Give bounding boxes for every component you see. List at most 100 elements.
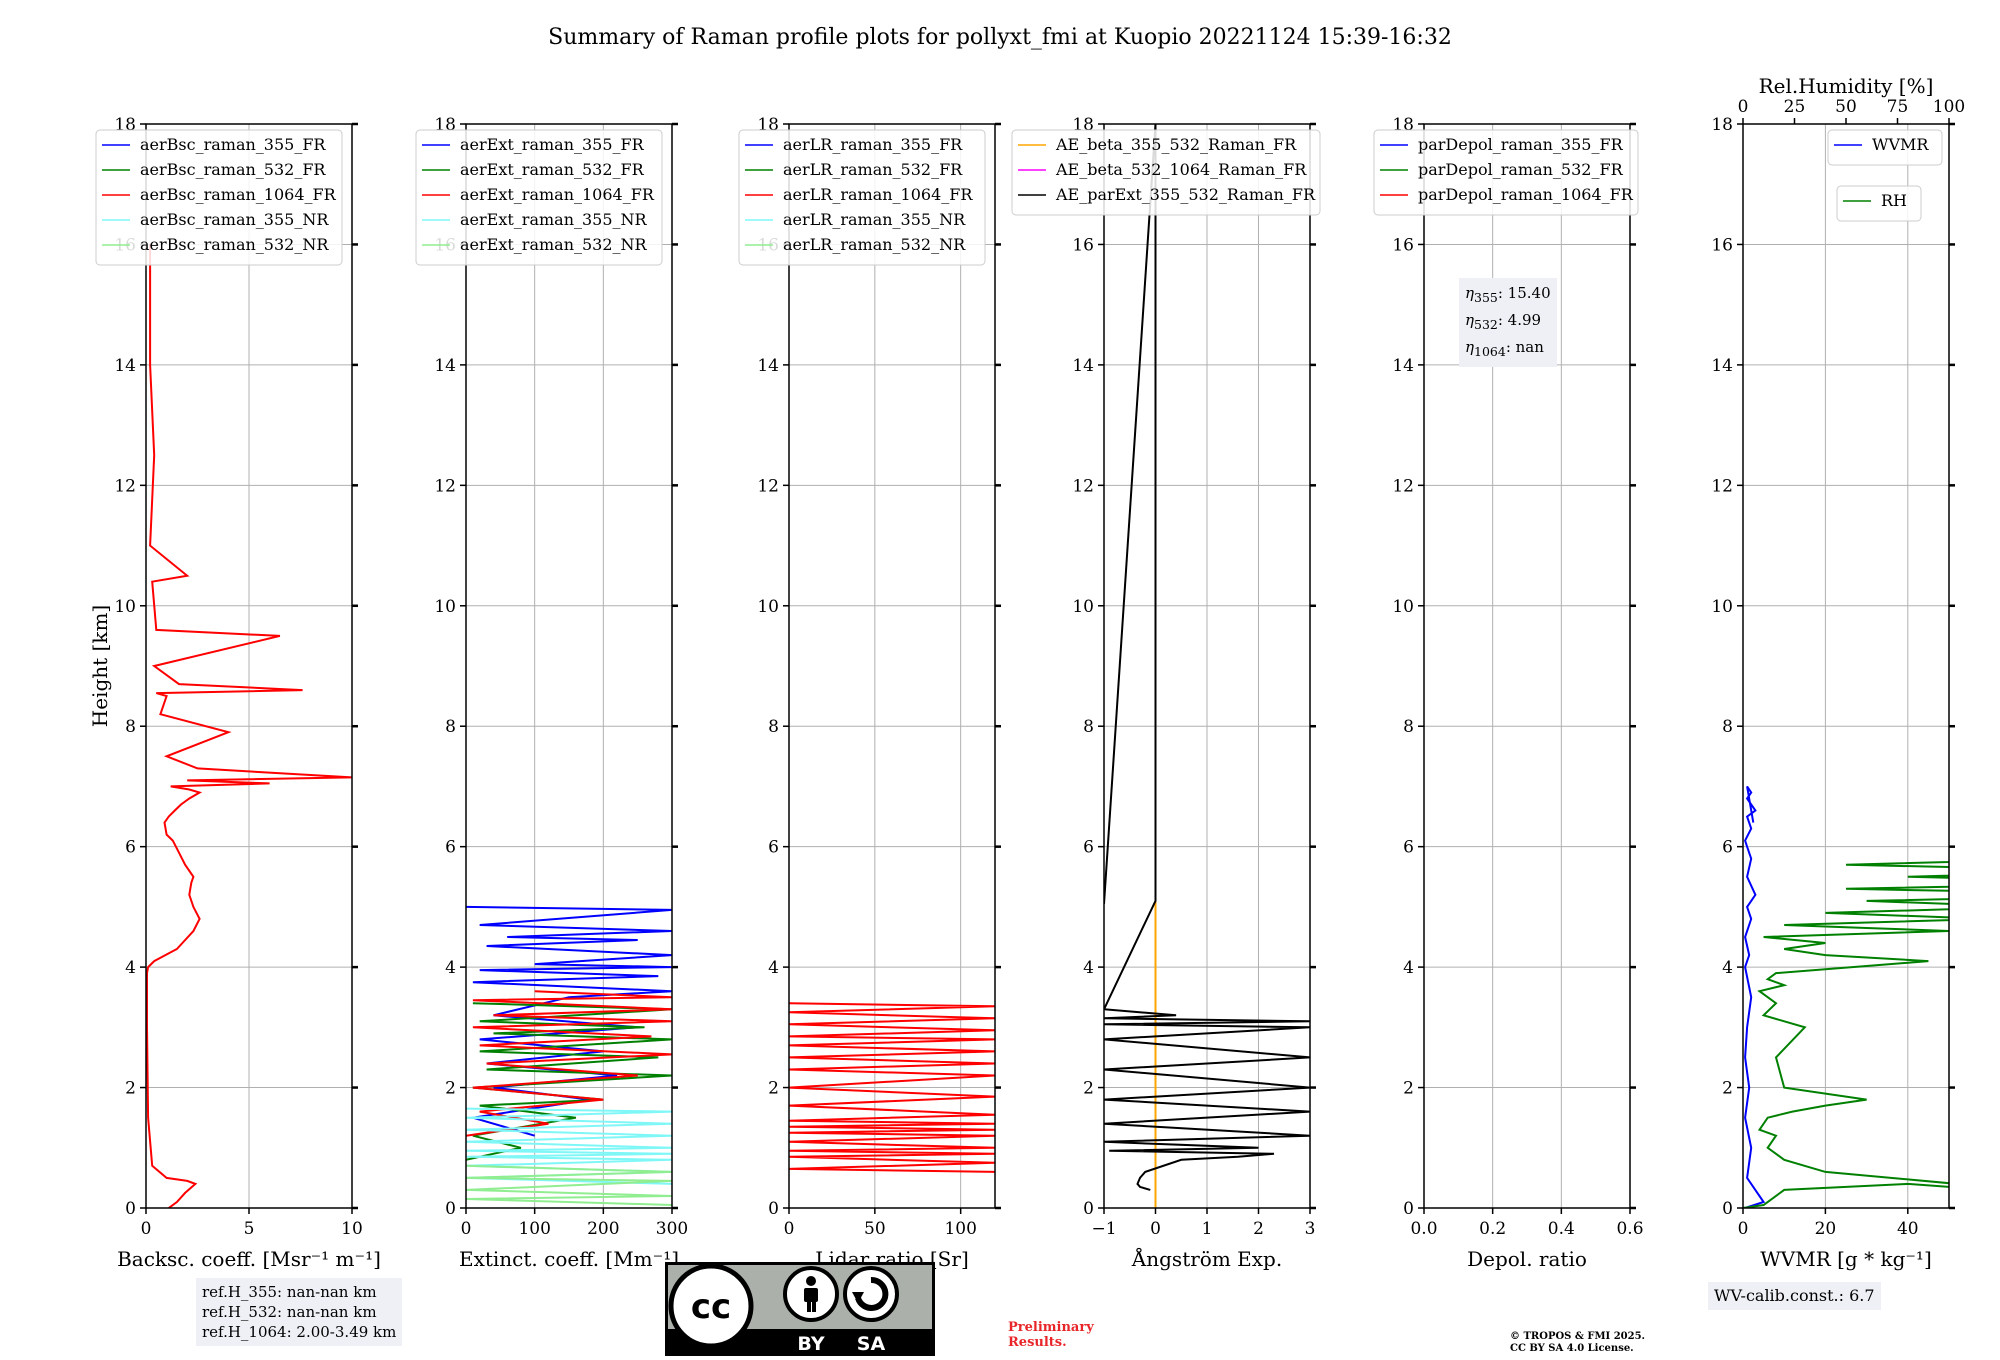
legend-box <box>1373 129 1639 216</box>
top-x-tick-label: 50 <box>1835 97 1857 117</box>
y-tick-label: 2 <box>1083 1079 1094 1099</box>
x-axis-label: WVMR [g * kg⁻¹] <box>1760 1247 1932 1271</box>
y-tick-label: 2 <box>768 1079 779 1099</box>
series-line-aerLR_raman_1064_FR <box>789 1002 995 1173</box>
y-tick-label: 0 <box>768 1199 779 1219</box>
legend: AE_beta_355_532_Raman_FR AE_beta_532_1064… <box>1011 129 1321 216</box>
series-group <box>466 905 672 1206</box>
y-tick-label: 8 <box>1083 717 1094 737</box>
series-group <box>146 244 352 1208</box>
x-tick-label: 0.0 <box>1410 1219 1437 1239</box>
y-tick-label: 10 <box>1392 597 1414 617</box>
y-tick-label: 10 <box>114 597 136 617</box>
top-x-tick-label: 25 <box>1784 97 1806 117</box>
sa-share-alike-icon <box>843 1266 899 1322</box>
top-x-tick-label: 75 <box>1887 97 1909 117</box>
series-line-aerExt_raman_355_FR <box>466 905 672 1137</box>
legend-label: parDepol_raman_532_FR <box>1418 160 1624 179</box>
y-tick-label: 12 <box>1711 476 1733 496</box>
x-tick-label: 0.2 <box>1479 1219 1506 1239</box>
y-tick-label: 2 <box>1403 1079 1414 1099</box>
series-group <box>1743 785 1949 1208</box>
legend-box <box>415 129 663 266</box>
y-axis-label: Height [km] <box>88 605 112 727</box>
axes-frame <box>788 123 996 1209</box>
y-tick-label: 6 <box>445 838 456 858</box>
legend-label: AE_beta_532_1064_Raman_FR <box>1055 160 1307 179</box>
y-tick-label: 8 <box>1722 717 1733 737</box>
legend-label: parDepol_raman_355_FR <box>1418 135 1624 154</box>
x-tick-label: 3 <box>1305 1219 1316 1239</box>
x-tick-label: 50 <box>864 1219 886 1239</box>
legend-label: aerBsc_raman_532_FR <box>140 160 326 179</box>
legend: parDepol_raman_355_FR parDepol_raman_532_… <box>1373 129 1639 216</box>
y-tick-label: 14 <box>434 356 456 376</box>
y-tick-label: 6 <box>1722 838 1733 858</box>
top-x-tick-label: 0 <box>1738 97 1749 117</box>
y-tick-label: 18 <box>1711 115 1733 135</box>
y-tick-label: 14 <box>757 356 779 376</box>
y-tick-label: 0 <box>125 1199 136 1219</box>
legend-label: aerLR_raman_355_FR <box>783 135 963 154</box>
y-tick-label: 8 <box>1403 717 1414 737</box>
y-tick-label: 4 <box>125 958 136 978</box>
series-line-WVMR <box>1744 785 1766 1208</box>
series-line-RH <box>1743 860 1949 1208</box>
x-tick-label: 0 <box>784 1219 795 1239</box>
x-axis-label: Ångström Exp. <box>1131 1246 1282 1271</box>
legend-label: aerLR_raman_532_FR <box>783 160 963 179</box>
by-person-icon <box>783 1266 839 1322</box>
ref-line: ref.H_532: nan-nan km <box>202 1303 377 1321</box>
legend-label: AE_beta_355_532_Raman_FR <box>1055 135 1297 154</box>
y-tick-label: 10 <box>757 597 779 617</box>
reference-height-box: ref.H_355: nan-nan km ref.H_532: nan-nan… <box>196 1278 403 1346</box>
series-line-aerBsc_raman_1064_FR <box>146 244 352 1208</box>
y-tick-label: 6 <box>125 838 136 858</box>
y-tick-label: 4 <box>445 958 456 978</box>
legend-label: AE_parExt_355_532_Raman_FR <box>1055 185 1316 204</box>
legend-label: aerBsc_raman_1064_FR <box>140 185 337 204</box>
y-tick-label: 10 <box>1072 597 1094 617</box>
y-tick-label: 12 <box>434 476 456 496</box>
x-axis-label: Backsc. coeff. [Msr⁻¹ m⁻¹] <box>117 1247 381 1271</box>
x-tick-label: 2 <box>1253 1219 1264 1239</box>
axes-frame <box>1423 123 1631 1209</box>
legend-box <box>1827 129 1943 166</box>
cc-icon <box>668 1263 754 1349</box>
y-tick-label: 10 <box>434 597 456 617</box>
legend-label: aerExt_raman_532_NR <box>460 235 648 254</box>
legend: WVMR <box>1827 129 1943 166</box>
series-group <box>789 1002 995 1173</box>
y-tick-label: 0 <box>1083 1199 1094 1219</box>
copyright-note: © TROPOS & FMI 2025. CC BY SA 4.0 Licens… <box>1510 1331 1646 1354</box>
ref-line: ref.H_355: nan-nan km <box>202 1283 377 1301</box>
y-tick-label: 14 <box>114 356 136 376</box>
y-tick-label: 16 <box>1392 235 1414 255</box>
x-tick-label: 0.6 <box>1616 1219 1643 1239</box>
y-tick-label: 0 <box>1403 1199 1414 1219</box>
y-tick-label: 4 <box>768 958 779 978</box>
y-tick-label: 12 <box>114 476 136 496</box>
y-tick-label: 6 <box>1403 838 1414 858</box>
legend-label: aerExt_raman_1064_FR <box>460 185 655 204</box>
series-line-AE_parExt_355_532_Raman_FR <box>1104 124 1310 1191</box>
x-tick-label: 0.4 <box>1548 1219 1575 1239</box>
series-line-aerExt_raman_532_NR <box>466 1164 672 1206</box>
y-tick-label: 4 <box>1403 958 1414 978</box>
top-x-tick-label: 100 <box>1933 97 1965 117</box>
y-tick-label: 2 <box>445 1079 456 1099</box>
legend-label: aerBsc_raman_532_NR <box>140 235 329 254</box>
legend-box <box>738 129 986 266</box>
x-tick-label: 40 <box>1897 1219 1919 1239</box>
cc-license-badge[interactable]: cc BY SA <box>665 1262 935 1356</box>
legend-label: aerLR_raman_1064_FR <box>783 185 973 204</box>
x-tick-label: 200 <box>587 1219 619 1239</box>
axes-frame <box>465 123 673 1209</box>
legend-label: aerExt_raman_355_FR <box>460 135 645 154</box>
x-tick-label: 100 <box>944 1219 976 1239</box>
x-tick-label: 1 <box>1202 1219 1213 1239</box>
x-tick-label: 100 <box>518 1219 550 1239</box>
top-axis-label: Rel.Humidity [%] <box>1759 74 1934 98</box>
